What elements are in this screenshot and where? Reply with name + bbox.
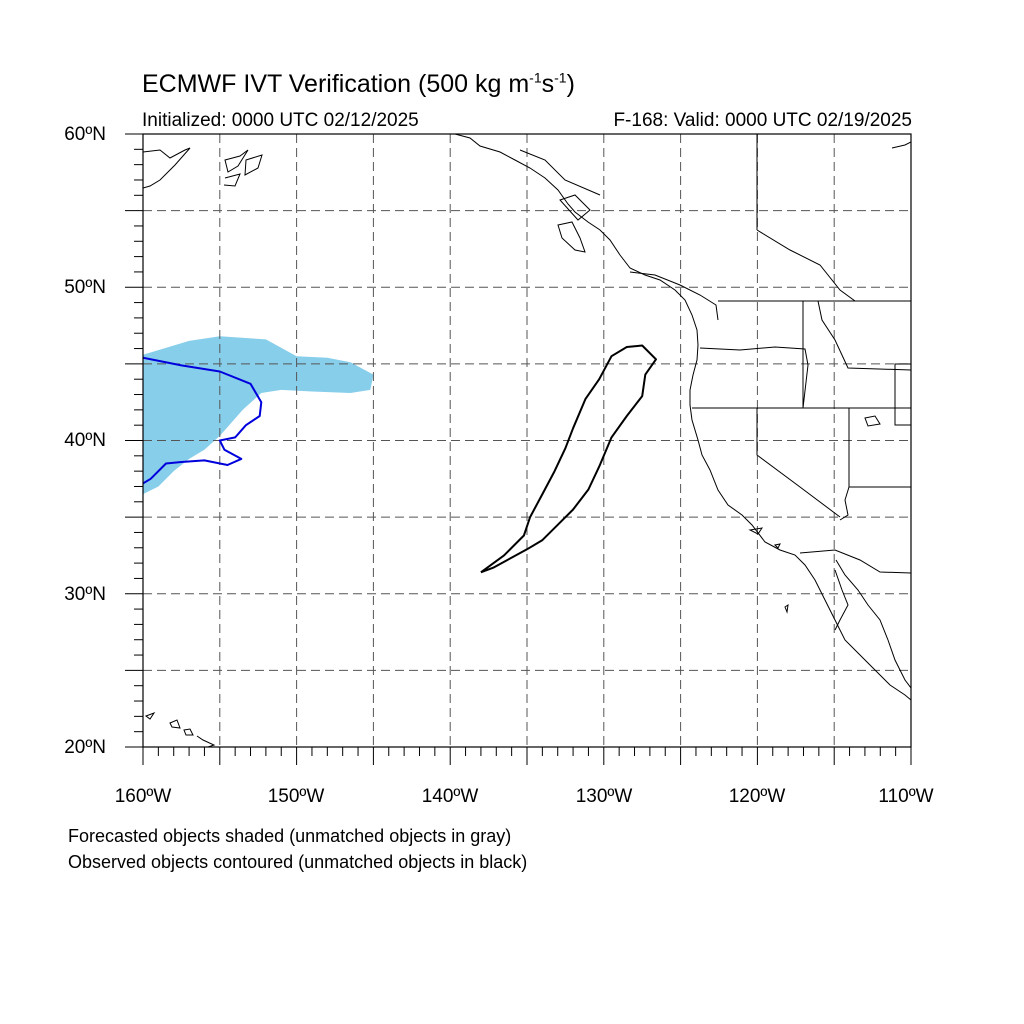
valid-label: F-168: Valid: 0000 UTC 02/19/2025 [613, 110, 912, 131]
lat-label-50n: 50ºN [64, 277, 106, 298]
forecast-legend-note: Forecasted objects shaded (unmatched obj… [68, 826, 512, 846]
observed-object-1 [143, 356, 263, 485]
observed-object-2 [480, 344, 657, 574]
observed-objects [143, 344, 657, 574]
map-gridlines [143, 134, 911, 747]
lon-label-130w: 130ºW [575, 786, 633, 807]
axis-ticks [125, 133, 912, 765]
lat-label-30n: 30ºN [64, 584, 106, 605]
lon-label-140w: 140ºW [421, 786, 479, 807]
lon-label-160w: 160ºW [114, 786, 172, 807]
forecast-objects [143, 336, 374, 495]
lat-label-60n: 60ºN [64, 124, 106, 145]
initialized-label: Initialized: 0000 UTC 02/12/2025 [142, 110, 419, 131]
lat-label-40n: 40ºN [64, 430, 106, 451]
lat-label-20n: 20ºN [64, 737, 106, 758]
lon-label-110w: 110ºW [878, 786, 934, 807]
observed-legend-note: Observed objects contoured (unmatched ob… [68, 852, 528, 872]
map-title: ECMWF IVT Verification (500 kg m-1s-1) [142, 69, 575, 98]
coastlines-and-borders [143, 134, 911, 747]
forecast-object-1 [143, 336, 374, 495]
lon-label-150w: 150ºW [267, 786, 325, 807]
lon-label-120w: 120ºW [728, 786, 786, 807]
